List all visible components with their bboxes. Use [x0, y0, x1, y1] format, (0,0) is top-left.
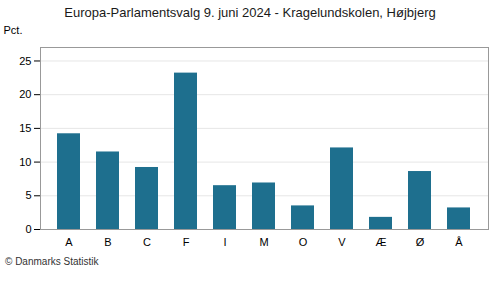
svg-text:C: C	[143, 236, 151, 248]
svg-text:F: F	[183, 236, 190, 248]
svg-text:20: 20	[19, 88, 31, 100]
svg-text:M: M	[259, 236, 268, 248]
html-text:Europa-Parlamentsvalg 9. juni: Europa-Parlamentsvalg 9. juni 2024 - Kra…	[64, 5, 436, 20]
svg-text:I: I	[223, 236, 226, 248]
svg-text:5: 5	[25, 189, 31, 201]
svg-text:V: V	[338, 236, 346, 248]
svg-text:O: O	[299, 236, 308, 248]
svg-text:25: 25	[19, 55, 31, 67]
svg-text:10: 10	[19, 156, 31, 168]
svg-text:15: 15	[19, 122, 31, 134]
svg-text:Æ: Æ	[376, 236, 387, 248]
svg-text:0: 0	[25, 223, 31, 235]
svg-text:Ø: Ø	[416, 236, 425, 248]
svg-text:A: A	[65, 236, 73, 248]
svg-text:Pct.: Pct.	[4, 24, 23, 36]
html-text:© Danmarks Statistik: © Danmarks Statistik	[5, 256, 99, 267]
svg-text:B: B	[104, 236, 111, 248]
svg-text:Å: Å	[455, 236, 463, 248]
